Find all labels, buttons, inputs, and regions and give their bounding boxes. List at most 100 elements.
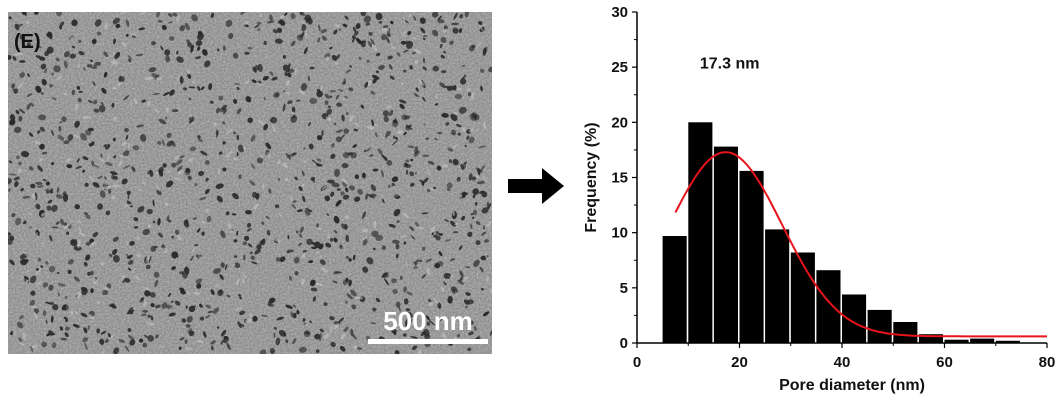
sem-pore: [290, 40, 296, 47]
sem-pore: [459, 14, 464, 19]
sem-pore: [450, 113, 458, 122]
sem-pore: [273, 91, 280, 98]
sem-pore: [338, 317, 345, 323]
sem-pore: [105, 210, 111, 216]
sem-pore: [9, 114, 16, 121]
y-tick-label: 10: [611, 225, 628, 242]
histogram-bar: [867, 309, 892, 343]
sem-pore: [343, 128, 350, 134]
sem-pore: [49, 84, 53, 88]
sem-pore: [375, 132, 378, 138]
sem-pore: [29, 275, 37, 284]
sem-highlight: [371, 44, 378, 52]
sem-pore: [26, 103, 31, 110]
sem-highlight: [179, 334, 184, 336]
sem-highlight: [415, 226, 424, 230]
sem-pore: [189, 146, 197, 152]
sem-pore: [90, 288, 94, 294]
sem-highlight: [177, 106, 182, 113]
sem-pore: [162, 91, 170, 96]
sem-pore: [333, 270, 340, 275]
sem-pore: [87, 271, 91, 276]
sem-pore: [298, 346, 307, 353]
sem-pore: [474, 201, 478, 206]
sem-pore: [351, 35, 356, 40]
sem-pore: [29, 102, 35, 107]
sem-pore: [369, 154, 374, 157]
sem-pore: [151, 73, 157, 78]
sem-pore: [92, 182, 100, 188]
sem-highlight: [112, 86, 117, 90]
sem-pore: [67, 259, 74, 265]
sem-highlight: [113, 52, 115, 56]
sem-highlight: [386, 135, 389, 139]
sem-pore: [9, 119, 16, 126]
sem-pore: [47, 199, 53, 204]
sem-pore: [399, 103, 405, 110]
sem-pore: [63, 60, 68, 69]
sem-highlight: [100, 261, 105, 266]
sem-pore: [413, 266, 418, 269]
sem-pore: [396, 195, 401, 199]
sem-pore: [128, 58, 131, 63]
sem-highlight: [218, 168, 221, 175]
sem-pore: [409, 171, 415, 177]
sem-highlight: [470, 91, 475, 101]
sem-pore: [350, 289, 357, 297]
sem-pore: [175, 229, 180, 236]
sem-highlight: [241, 277, 245, 284]
sem-pore: [149, 292, 156, 298]
sem-pore: [93, 164, 100, 168]
sem-pore: [303, 322, 306, 325]
sem-pore: [393, 208, 401, 217]
sem-pore: [333, 230, 338, 234]
sem-pore: [440, 54, 445, 59]
sem-pore: [368, 31, 373, 36]
sem-pore: [380, 34, 388, 41]
sem-pore: [108, 253, 113, 258]
sem-pore: [395, 136, 398, 140]
sem-pore: [104, 176, 108, 181]
sem-pore: [432, 29, 439, 37]
sem-highlight: [321, 184, 329, 190]
sem-pore: [30, 290, 36, 296]
sem-highlight: [19, 342, 25, 346]
sem-pore: [85, 214, 91, 220]
sem-pore: [218, 151, 223, 155]
sem-pore: [331, 182, 340, 188]
sem-pore: [183, 219, 190, 228]
sem-pore: [371, 119, 375, 127]
sem-pore: [97, 203, 104, 210]
sem-pore: [157, 232, 164, 238]
sem-highlight: [259, 13, 263, 18]
sem-pore: [478, 21, 483, 25]
sem-pore: [333, 215, 340, 224]
sem-pore: [211, 345, 214, 351]
sem-highlight: [91, 61, 94, 67]
sem-highlight: [390, 45, 396, 50]
sem-pore: [414, 262, 417, 266]
sem-pore: [74, 204, 80, 210]
sem-highlight: [325, 56, 329, 61]
sem-pore: [481, 190, 488, 198]
sem-pore: [8, 188, 11, 192]
sem-pore: [108, 303, 115, 307]
sem-highlight: [77, 291, 81, 299]
sem-pore: [179, 337, 185, 341]
sem-pore: [234, 255, 238, 259]
sem-highlight: [334, 23, 340, 28]
sem-pore: [45, 319, 48, 325]
sem-pore: [197, 30, 203, 37]
sem-pore: [61, 116, 67, 122]
sem-pore: [335, 94, 340, 100]
sem-highlight: [341, 333, 346, 340]
sem-highlight: [474, 195, 477, 199]
sem-highlight: [272, 125, 277, 133]
sem-pore: [139, 338, 144, 343]
sem-highlight: [301, 278, 305, 285]
sem-pore: [293, 256, 300, 264]
sem-pore: [339, 244, 343, 249]
sem-pore: [30, 346, 34, 353]
sem-highlight: [489, 288, 492, 296]
sem-pore: [428, 319, 436, 326]
